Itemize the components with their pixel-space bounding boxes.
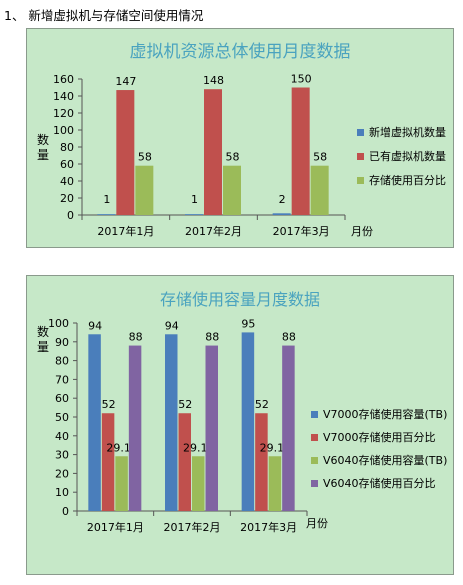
bar — [272, 213, 291, 215]
bar — [101, 413, 115, 511]
y-axis-title-char: 数 — [37, 324, 49, 339]
bar — [310, 165, 329, 215]
legend-label: V7000存储使用百分比 — [323, 430, 436, 444]
storage-usage-chart: 0102030405060708090100数量月份945229.1288201… — [37, 317, 447, 534]
y-tick-label: 160 — [53, 73, 74, 86]
bar — [192, 456, 205, 511]
y-tick-label: 0 — [67, 209, 74, 222]
data-label: 95 — [241, 317, 255, 330]
legend-label: V7000存储使用容量(TB) — [323, 407, 447, 421]
legend-swatch — [357, 177, 364, 184]
legend-swatch — [357, 129, 364, 136]
y-tick-label: 30 — [55, 449, 69, 462]
x-axis-title: 月份 — [351, 225, 373, 238]
bar — [223, 165, 241, 215]
y-tick-label: 90 — [55, 336, 69, 349]
bar — [128, 345, 142, 511]
y-axis-title: 数量 — [37, 132, 49, 162]
chart-title: 存储使用容量月度数据 — [159, 290, 320, 309]
y-tick-label: 70 — [55, 373, 69, 386]
y-tick-label: 20 — [55, 467, 69, 480]
bar — [115, 456, 128, 511]
data-label: 52 — [102, 398, 116, 411]
legend-label: V6040存储使用容量(TB) — [323, 453, 447, 467]
y-tick-label: 10 — [55, 486, 69, 499]
x-tick-label: 2017年3月 — [273, 224, 330, 238]
x-tick-label: 2017年2月 — [164, 520, 221, 534]
legend-swatch — [311, 480, 318, 487]
y-tick-label: 40 — [55, 430, 69, 443]
bar — [255, 413, 268, 511]
y-axis-title-char: 数 — [37, 132, 49, 147]
chart-title: 虚拟机资源总体使用月度数据 — [129, 42, 351, 62]
data-label: 2 — [279, 193, 286, 206]
y-tick-label: 60 — [55, 392, 69, 405]
bar — [268, 456, 282, 511]
data-label: 147 — [115, 75, 136, 88]
x-tick-label: 2017年1月 — [87, 520, 144, 534]
y-axis-title-char: 量 — [37, 148, 49, 162]
data-label: 52 — [178, 398, 192, 411]
data-label: 88 — [205, 331, 219, 344]
bar — [241, 332, 255, 511]
bar — [282, 345, 295, 511]
y-axis-title-char: 量 — [37, 340, 49, 354]
data-label: 94 — [88, 319, 102, 332]
legend-swatch — [311, 411, 318, 418]
x-tick-label: 2017年3月 — [240, 520, 297, 534]
data-label: 88 — [129, 331, 143, 344]
legend-label: 新增虚拟机数量 — [369, 125, 446, 139]
y-tick-label: 80 — [55, 355, 69, 368]
legend-swatch — [311, 434, 318, 441]
x-tick-label: 2017年2月 — [185, 224, 242, 238]
bar — [165, 334, 178, 511]
legend-label: 已有虚拟机数量 — [369, 149, 446, 163]
x-tick-label: 2017年1月 — [97, 224, 154, 238]
legend-swatch — [357, 153, 364, 160]
bar — [291, 87, 310, 215]
data-label: 52 — [255, 398, 269, 411]
y-tick-label: 50 — [55, 411, 69, 424]
vm-usage-chart-panel: 虚拟机资源总体使用月度数据 0 20 40 60 80 100 120 140 160 数量月份 1… — [26, 28, 454, 248]
bar — [116, 90, 135, 215]
bar — [178, 413, 191, 511]
bar — [185, 214, 203, 215]
data-label: 1 — [191, 193, 198, 206]
data-label: 88 — [282, 331, 296, 344]
y-tick-label: 40 — [60, 175, 74, 188]
storage-usage-chart-panel: 存储使用容量月度数据 0 10 20 30 40 50 60 70 80 90 100 数量月份 94 5… — [26, 275, 454, 575]
bar — [205, 345, 218, 511]
bar — [135, 165, 154, 215]
data-label: 150 — [291, 73, 312, 86]
y-tick-label: 80 — [60, 141, 74, 154]
y-tick-label: 100 — [48, 317, 69, 330]
data-label: 1 — [103, 193, 110, 206]
y-tick-label: 20 — [60, 192, 74, 205]
y-tick-label: 60 — [60, 158, 74, 171]
y-tick-label: 120 — [53, 107, 74, 120]
legend-swatch — [311, 457, 318, 464]
x-axis-title: 月份 — [306, 517, 328, 530]
data-label: 148 — [203, 74, 224, 87]
data-label: 94 — [165, 319, 179, 332]
y-tick-label: 0 — [62, 505, 69, 518]
y-tick-label: 100 — [53, 124, 74, 137]
data-label: 58 — [138, 151, 152, 164]
bar — [88, 334, 101, 511]
y-axis-title: 数量 — [37, 324, 49, 354]
data-label: 58 — [313, 151, 327, 164]
bar — [204, 89, 222, 215]
legend-label: V6040存储使用百分比 — [323, 476, 436, 490]
y-tick-label: 140 — [53, 90, 74, 103]
legend-label: 存储使用百分比 — [369, 173, 446, 187]
bar — [97, 214, 116, 215]
data-label: 58 — [226, 151, 240, 164]
section-heading: 1、 新增虚拟机与存储空间使用情况 — [4, 8, 204, 23]
